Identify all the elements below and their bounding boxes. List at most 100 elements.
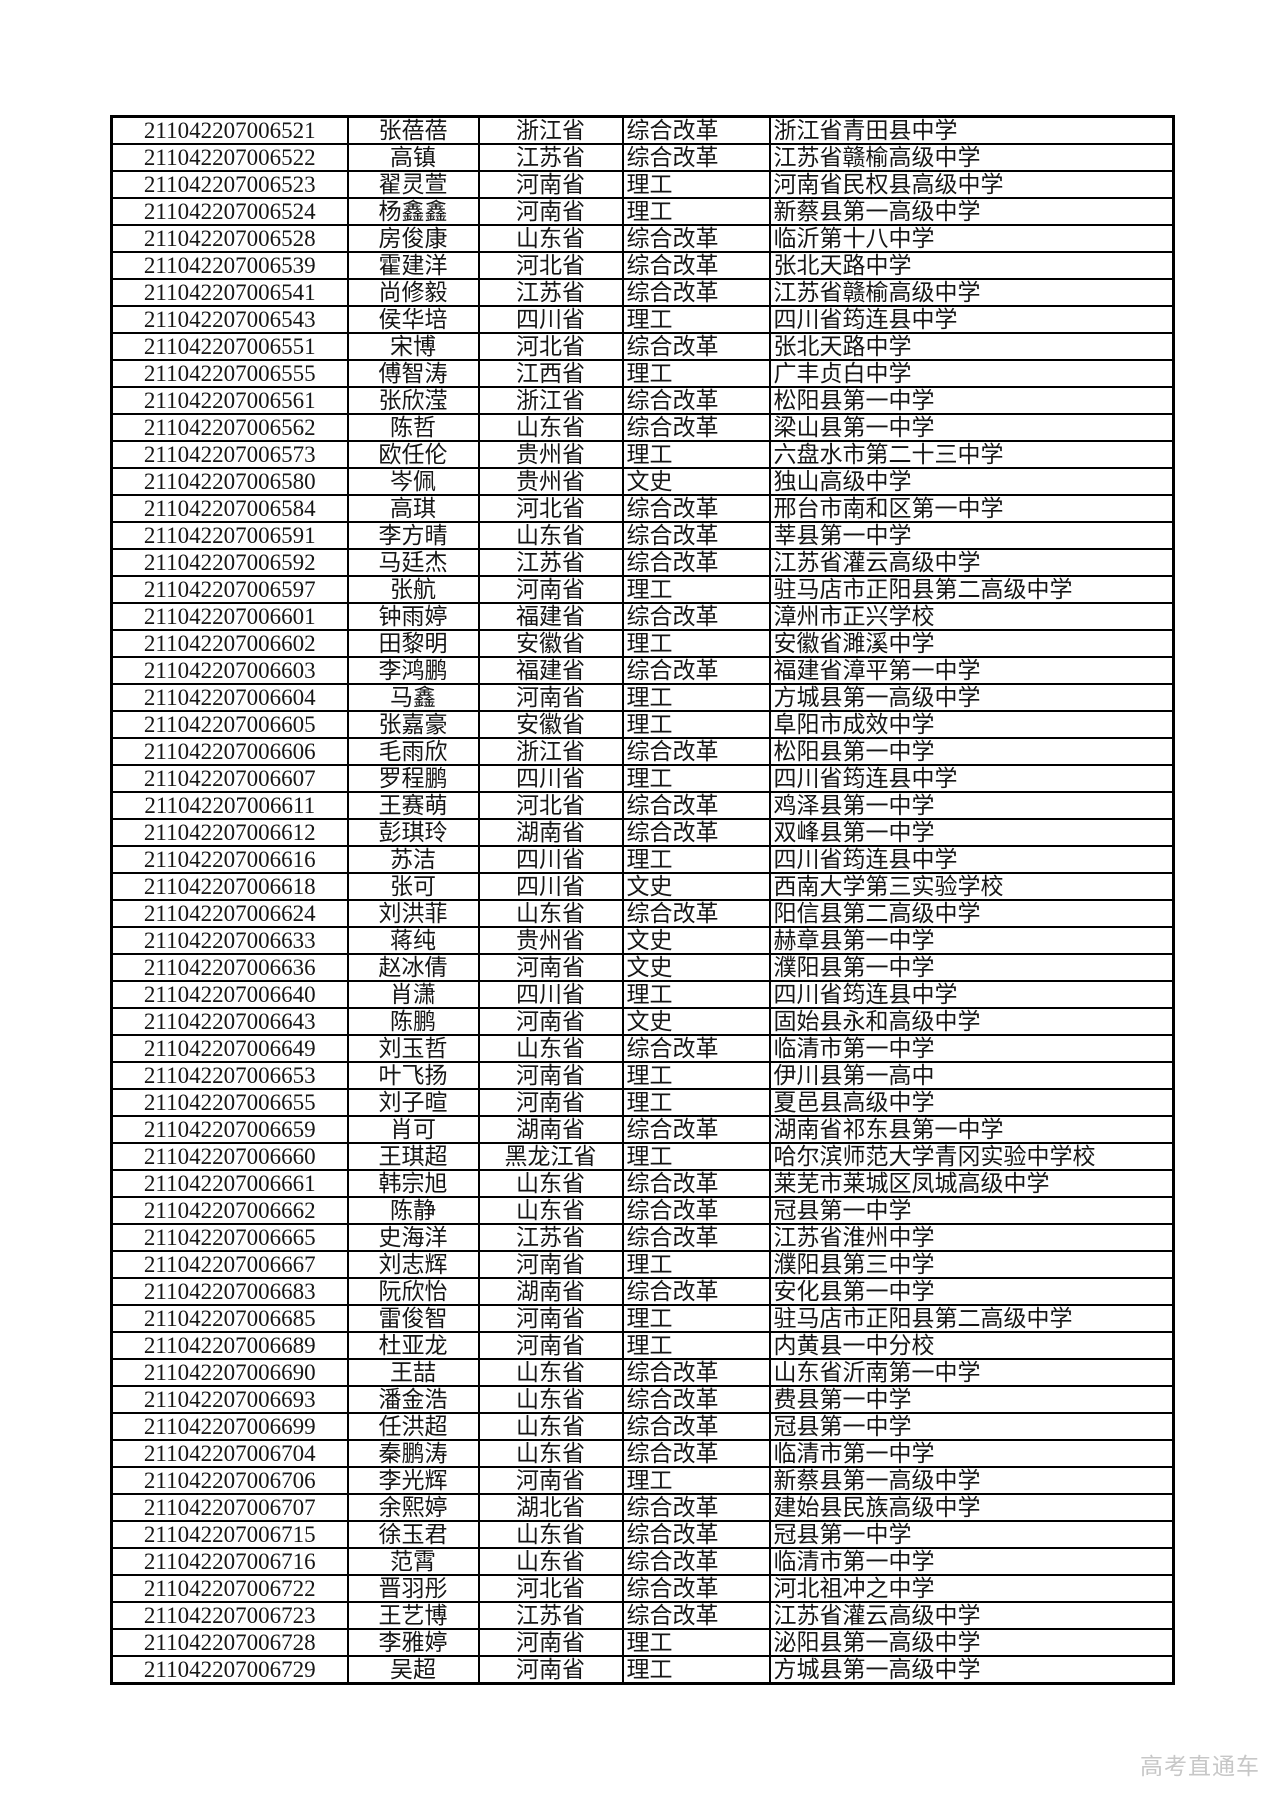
cell-category: 理工 — [621, 980, 771, 1009]
cell-exam-id: 211042207006659 — [110, 1115, 349, 1144]
cell-category: 综合改革 — [621, 143, 771, 172]
cell-category: 综合改革 — [621, 1277, 771, 1306]
cell-exam-id: 211042207006665 — [110, 1223, 349, 1252]
cell-school: 费县第一中学 — [768, 1385, 1175, 1414]
cell-exam-id: 211042207006653 — [110, 1061, 349, 1090]
cell-name: 刘洪菲 — [346, 899, 480, 928]
table-row: 211042207006597 张航 河南省 理工 驻马店市正阳县第二高级中学 — [110, 575, 1175, 604]
cell-category: 综合改革 — [621, 115, 771, 145]
cell-exam-id: 211042207006704 — [110, 1439, 349, 1468]
cell-name: 张航 — [346, 575, 480, 604]
cell-province: 江苏省 — [477, 1601, 624, 1630]
cell-province: 河南省 — [477, 1061, 624, 1090]
cell-exam-id: 211042207006561 — [110, 386, 349, 415]
cell-name: 肖潇 — [346, 980, 480, 1009]
cell-name: 房俊康 — [346, 224, 480, 253]
cell-exam-id: 211042207006607 — [110, 764, 349, 793]
cell-school: 莱芜市莱城区凤城高级中学 — [768, 1169, 1175, 1198]
cell-exam-id: 211042207006601 — [110, 602, 349, 631]
cell-exam-id: 211042207006528 — [110, 224, 349, 253]
table-row: 211042207006699 任洪超 山东省 综合改革 冠县第一中学 — [110, 1412, 1175, 1441]
cell-province: 江苏省 — [477, 548, 624, 577]
table-row: 211042207006661 韩宗旭 山东省 综合改革 莱芜市莱城区凤城高级中学 — [110, 1169, 1175, 1198]
cell-category: 综合改革 — [621, 332, 771, 361]
cell-category: 理工 — [621, 359, 771, 388]
cell-exam-id: 211042207006636 — [110, 953, 349, 982]
cell-category: 理工 — [621, 1250, 771, 1279]
cell-category: 理工 — [621, 305, 771, 334]
cell-category: 综合改革 — [621, 818, 771, 847]
admission-roster: 211042207006521 张蓓蓓 浙江省 综合改革 浙江省青田县中学 2110422… — [110, 115, 1175, 1685]
cell-province: 河北省 — [477, 332, 624, 361]
cell-province: 浙江省 — [477, 386, 624, 415]
cell-exam-id: 211042207006689 — [110, 1331, 349, 1360]
cell-province: 湖北省 — [477, 1493, 624, 1522]
cell-exam-id: 211042207006683 — [110, 1277, 349, 1306]
cell-school: 临清市第一中学 — [768, 1034, 1175, 1063]
cell-school: 冠县第一中学 — [768, 1412, 1175, 1441]
cell-category: 综合改革 — [621, 1412, 771, 1441]
cell-province: 山东省 — [477, 899, 624, 928]
cell-category: 综合改革 — [621, 1439, 771, 1468]
cell-name: 蒋纯 — [346, 926, 480, 955]
cell-category: 综合改革 — [621, 386, 771, 415]
cell-category: 理工 — [621, 1304, 771, 1333]
table-row: 211042207006539 霍建洋 河北省 综合改革 张北天路中学 — [110, 251, 1175, 280]
cell-name: 彭琪玲 — [346, 818, 480, 847]
cell-exam-id: 211042207006660 — [110, 1142, 349, 1171]
cell-category: 理工 — [621, 170, 771, 199]
cell-exam-id: 211042207006640 — [110, 980, 349, 1009]
cell-exam-id: 211042207006723 — [110, 1601, 349, 1630]
cell-exam-id: 211042207006722 — [110, 1574, 349, 1603]
cell-exam-id: 211042207006706 — [110, 1466, 349, 1495]
cell-name: 张嘉豪 — [346, 710, 480, 739]
cell-name: 李雅婷 — [346, 1628, 480, 1657]
cell-school: 阜阳市成效中学 — [768, 710, 1175, 739]
cell-exam-id: 211042207006728 — [110, 1628, 349, 1657]
cell-school: 赫章县第一中学 — [768, 926, 1175, 955]
cell-category: 综合改革 — [621, 1034, 771, 1063]
cell-exam-id: 211042207006693 — [110, 1385, 349, 1414]
cell-school: 濮阳县第一中学 — [768, 953, 1175, 982]
table-row: 211042207006659 肖可 湖南省 综合改革 湖南省祁东县第一中学 — [110, 1115, 1175, 1144]
table-row: 211042207006605 张嘉豪 安徽省 理工 阜阳市成效中学 — [110, 710, 1175, 739]
cell-province: 河南省 — [477, 1088, 624, 1117]
cell-category: 理工 — [621, 683, 771, 712]
cell-school: 江苏省淮州中学 — [768, 1223, 1175, 1252]
cell-exam-id: 211042207006606 — [110, 737, 349, 766]
cell-exam-id: 211042207006707 — [110, 1493, 349, 1522]
table-row: 211042207006729 吴超 河南省 理工 方城县第一高级中学 — [110, 1655, 1175, 1685]
cell-exam-id: 211042207006580 — [110, 467, 349, 496]
cell-province: 河南省 — [477, 1331, 624, 1360]
table-row: 211042207006662 陈静 山东省 综合改革 冠县第一中学 — [110, 1196, 1175, 1225]
cell-province: 山东省 — [477, 1385, 624, 1414]
cell-category: 综合改革 — [621, 1493, 771, 1522]
cell-province: 安徽省 — [477, 710, 624, 739]
cell-province: 河南省 — [477, 683, 624, 712]
cell-exam-id: 211042207006624 — [110, 899, 349, 928]
cell-school: 山东省沂南第一中学 — [768, 1358, 1175, 1387]
cell-name: 刘子暄 — [346, 1088, 480, 1117]
cell-name: 史海洋 — [346, 1223, 480, 1252]
cell-school: 邢台市南和区第一中学 — [768, 494, 1175, 523]
cell-name: 秦鹏涛 — [346, 1439, 480, 1468]
cell-province: 贵州省 — [477, 467, 624, 496]
table-row: 211042207006640 肖潇 四川省 理工 四川省筠连县中学 — [110, 980, 1175, 1009]
cell-school: 松阳县第一中学 — [768, 737, 1175, 766]
table-row: 211042207006706 李光辉 河南省 理工 新蔡县第一高级中学 — [110, 1466, 1175, 1495]
cell-province: 湖南省 — [477, 1277, 624, 1306]
cell-school: 建始县民族高级中学 — [768, 1493, 1175, 1522]
cell-province: 山东省 — [477, 1547, 624, 1576]
cell-category: 综合改革 — [621, 791, 771, 820]
cell-category: 理工 — [621, 575, 771, 604]
table-row: 211042207006728 李雅婷 河南省 理工 泌阳县第一高级中学 — [110, 1628, 1175, 1657]
cell-exam-id: 211042207006729 — [110, 1655, 349, 1685]
cell-exam-id: 211042207006522 — [110, 143, 349, 172]
cell-school: 湖南省祁东县第一中学 — [768, 1115, 1175, 1144]
cell-name: 刘志辉 — [346, 1250, 480, 1279]
cell-province: 河北省 — [477, 251, 624, 280]
cell-province: 河南省 — [477, 1250, 624, 1279]
cell-province: 四川省 — [477, 764, 624, 793]
cell-exam-id: 211042207006602 — [110, 629, 349, 658]
cell-name: 苏洁 — [346, 845, 480, 874]
